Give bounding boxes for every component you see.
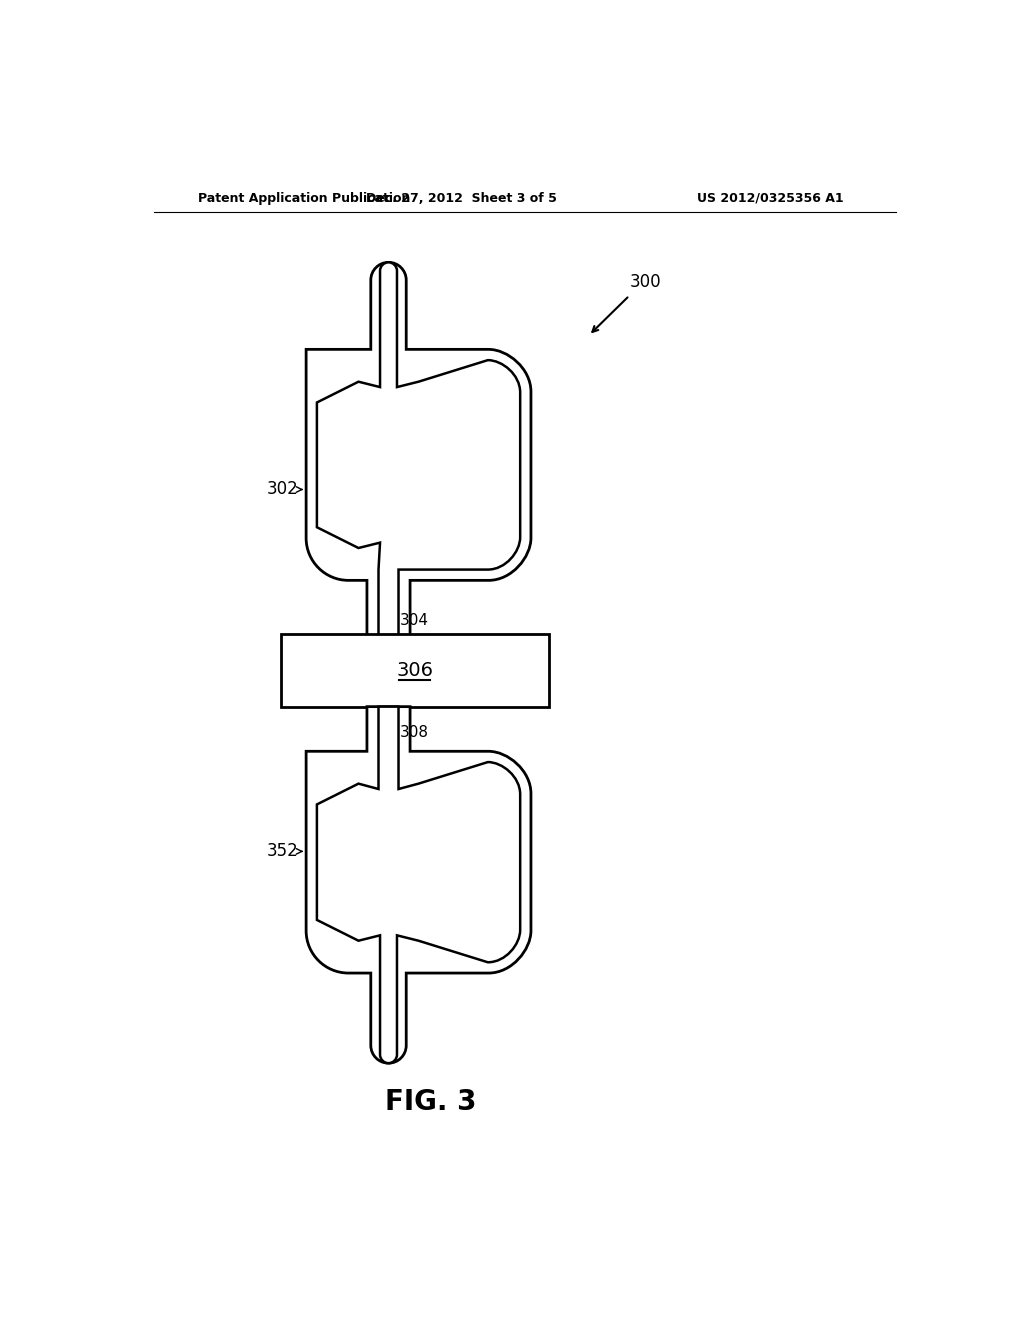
Bar	[281, 635, 549, 706]
PathPatch shape	[306, 263, 531, 636]
Text: FIG. 3: FIG. 3	[385, 1088, 476, 1115]
Text: 302: 302	[266, 480, 298, 499]
Text: Patent Application Publication: Patent Application Publication	[199, 191, 411, 205]
Text: 308: 308	[400, 725, 429, 739]
Text: Dec. 27, 2012  Sheet 3 of 5: Dec. 27, 2012 Sheet 3 of 5	[367, 191, 557, 205]
Text: US 2012/0325356 A1: US 2012/0325356 A1	[696, 191, 843, 205]
PathPatch shape	[316, 706, 520, 1063]
Text: 306: 306	[396, 661, 433, 680]
Text: 304: 304	[400, 612, 429, 628]
PathPatch shape	[306, 706, 531, 1063]
PathPatch shape	[316, 263, 520, 636]
Text: 300: 300	[630, 273, 662, 290]
Text: 352: 352	[266, 842, 298, 861]
